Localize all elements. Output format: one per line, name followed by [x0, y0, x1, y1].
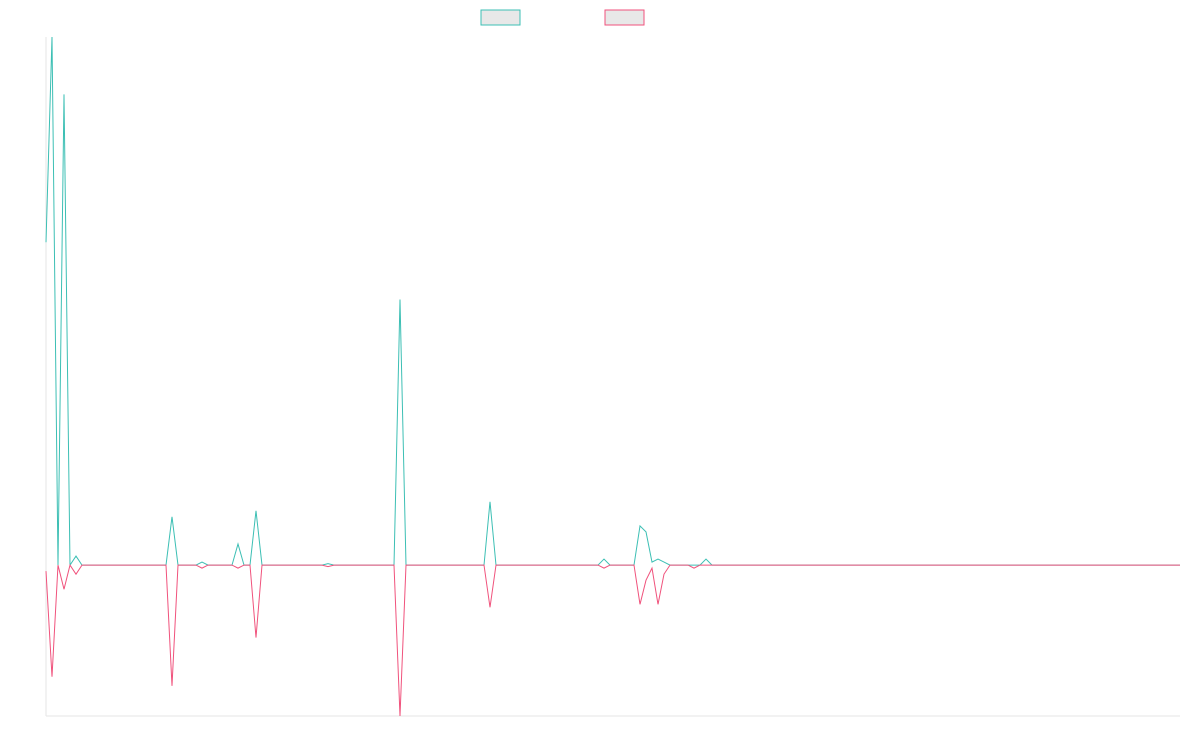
legend-swatch[interactable] [480, 9, 521, 26]
legend-swatch[interactable] [604, 9, 645, 26]
series-line [45, 563, 1180, 717]
series-line [45, 36, 1180, 567]
